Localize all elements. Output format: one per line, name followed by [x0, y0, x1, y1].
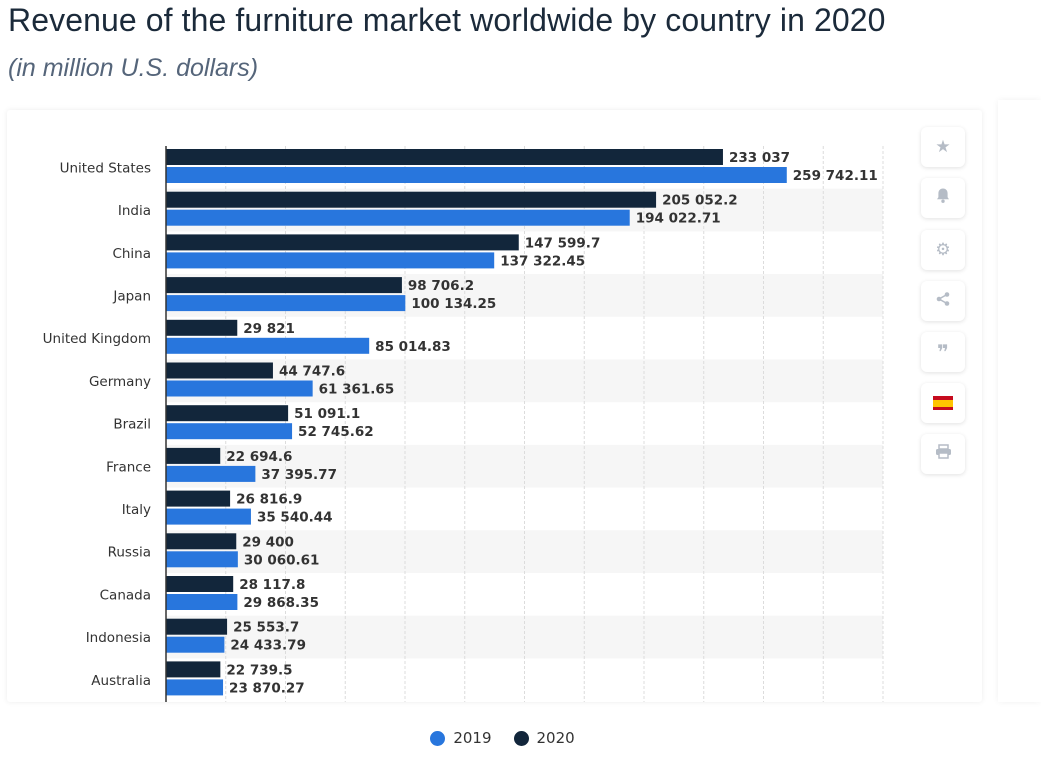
value-label-2020: 29 400 — [242, 534, 294, 550]
legend-dot-2019 — [430, 730, 446, 746]
value-label-2020: 25 553.7 — [233, 620, 299, 636]
bar-2020[interactable] — [166, 490, 231, 507]
bar-2020[interactable] — [166, 533, 237, 550]
bar-2019[interactable] — [166, 209, 630, 226]
value-label-2020: 98 706.2 — [408, 278, 474, 294]
value-label-2019: 194 022.71 — [636, 211, 721, 227]
favorite-button[interactable]: ★ — [921, 127, 965, 167]
bar-2019[interactable] — [166, 465, 256, 482]
bar-2019[interactable] — [166, 167, 787, 183]
bar-2020[interactable] — [166, 191, 657, 208]
bar-2020[interactable] — [166, 277, 402, 294]
value-label-2019: 29 868.35 — [243, 595, 319, 611]
share-button[interactable] — [921, 281, 965, 321]
bar-2020[interactable] — [166, 319, 238, 336]
value-label-2020: 51 091.1 — [294, 406, 360, 422]
value-label-2019: 259 742.11 — [793, 168, 878, 184]
category-label: Germany — [89, 374, 151, 390]
value-label-2019: 137 322.45 — [500, 253, 585, 269]
value-label-2019: 85 014.83 — [375, 339, 451, 355]
bar-2020[interactable] — [166, 447, 221, 464]
bar-2019[interactable] — [166, 551, 238, 568]
category-label: Brazil — [113, 417, 151, 433]
value-label-2020: 26 816.9 — [236, 492, 302, 508]
share-icon — [935, 291, 951, 312]
bars — [166, 149, 787, 696]
chart-subtitle: (in million U.S. dollars) — [8, 54, 259, 82]
gear-icon: ⚙ — [935, 240, 951, 260]
cite-button[interactable]: ❞ — [921, 332, 965, 372]
chart-title: Revenue of the furniture market worldwid… — [8, 2, 886, 38]
legend-dot-2020 — [513, 730, 529, 746]
bar-2020[interactable] — [166, 576, 234, 592]
category-labels: United States India China Japan United Kingd… — [43, 160, 151, 688]
value-label-2019: 24 433.79 — [230, 638, 306, 654]
category-label: United Kingdom — [43, 331, 151, 347]
settings-button[interactable]: ⚙ — [921, 230, 965, 270]
bar-2020[interactable] — [166, 362, 273, 379]
category-label: Indonesia — [86, 630, 151, 646]
bar-2019[interactable] — [166, 679, 224, 696]
bar-2019[interactable] — [166, 636, 225, 653]
legend-item-2020[interactable]: 2020 — [513, 729, 575, 747]
bar-2019[interactable] — [166, 252, 495, 269]
category-label: Japan — [112, 288, 151, 304]
quote-icon: ❞ — [937, 340, 949, 364]
category-label: India — [118, 203, 151, 219]
value-label-2019: 37 395.77 — [261, 467, 337, 483]
star-icon: ★ — [935, 137, 951, 157]
print-icon — [935, 444, 952, 464]
category-label: China — [112, 246, 151, 262]
category-label: Italy — [122, 502, 151, 518]
bar-2020[interactable] — [166, 149, 723, 165]
category-label: Russia — [108, 545, 151, 561]
chart-legend: 2019 2020 — [0, 729, 1005, 747]
bell-icon — [935, 187, 951, 209]
spain-flag-icon — [933, 396, 953, 410]
value-label-2019: 100 134.25 — [411, 296, 496, 312]
value-label-2020: 28 117.8 — [239, 577, 305, 593]
side-panel-edge — [998, 100, 1041, 702]
value-label-2020: 147 599.7 — [525, 235, 601, 251]
value-label-2020: 44 747.6 — [279, 364, 345, 380]
bar-2020[interactable] — [166, 618, 228, 635]
bar-2019[interactable] — [166, 295, 406, 312]
bar-2019[interactable] — [166, 508, 251, 525]
value-label-2020: 233 037 — [729, 150, 790, 166]
value-label-2019: 61 361.65 — [319, 382, 395, 398]
legend-label-2020: 2020 — [536, 729, 575, 747]
value-label-2020: 29 821 — [243, 321, 295, 337]
legend-item-2019[interactable]: 2019 — [430, 729, 492, 747]
bar-2020[interactable] — [166, 661, 221, 678]
print-button[interactable] — [921, 434, 965, 474]
bar-2020[interactable] — [166, 405, 289, 422]
category-label: France — [106, 459, 151, 475]
value-label-2020: 22 739.5 — [226, 662, 292, 678]
value-label-2019: 52 745.62 — [298, 424, 374, 440]
value-label-2019: 23 870.27 — [229, 680, 305, 696]
bar-2019[interactable] — [166, 380, 313, 397]
value-label-2019: 30 060.61 — [244, 552, 320, 568]
bar-2020[interactable] — [166, 234, 519, 251]
category-label: Canada — [100, 587, 151, 603]
bar-2019[interactable] — [166, 594, 238, 610]
language-button[interactable] — [921, 383, 965, 423]
bar-2019[interactable] — [166, 337, 370, 354]
legend-label-2019: 2019 — [453, 729, 492, 747]
category-label: Australia — [91, 673, 151, 689]
notification-button[interactable] — [921, 178, 965, 218]
value-label-2019: 35 540.44 — [257, 510, 333, 526]
bar-2019[interactable] — [166, 423, 293, 440]
value-label-2020: 22 694.6 — [226, 449, 292, 465]
category-label: United States — [60, 160, 151, 176]
value-label-2020: 205 052.2 — [662, 193, 738, 209]
